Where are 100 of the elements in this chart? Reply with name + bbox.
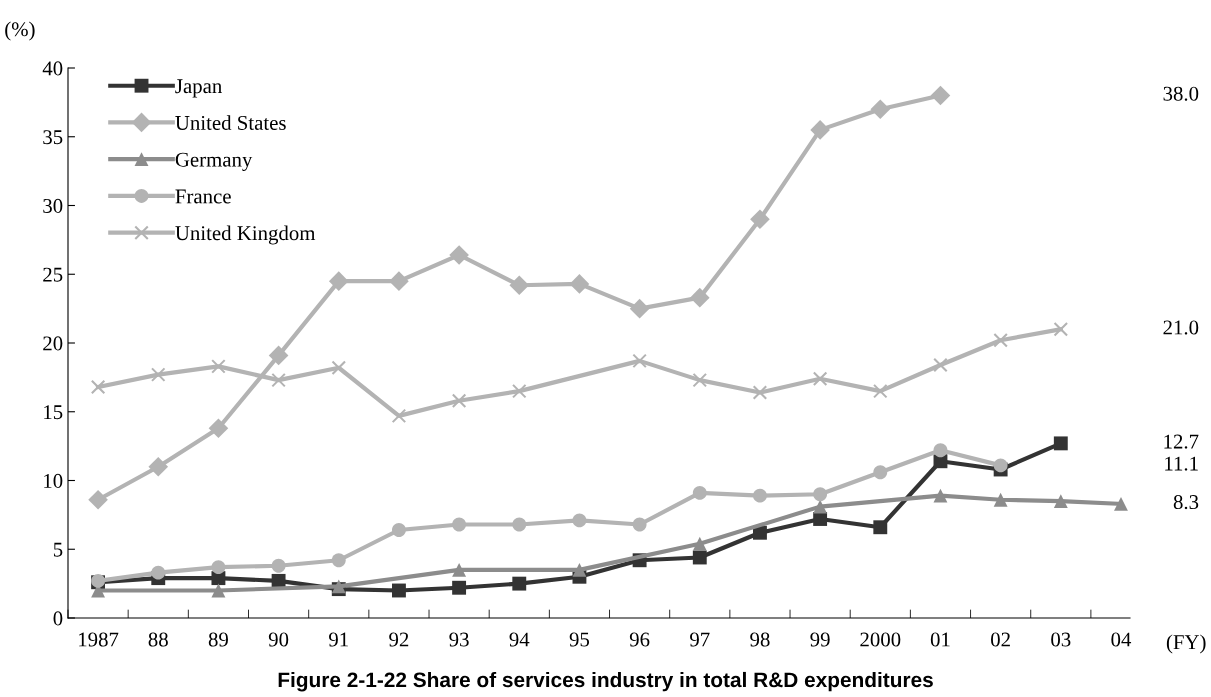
point xyxy=(812,371,828,387)
y-tick-label: 25 xyxy=(43,267,63,282)
y-tick-label: 40 xyxy=(42,61,63,76)
point xyxy=(1114,496,1128,511)
y-tick-label: 30 xyxy=(43,198,63,213)
point xyxy=(692,536,707,551)
point xyxy=(933,488,948,503)
point xyxy=(1053,436,1068,451)
legend-label: United Kingdom xyxy=(175,225,316,245)
point xyxy=(452,517,467,532)
point xyxy=(689,287,710,308)
x-tick-label: 03 xyxy=(1051,632,1071,647)
point xyxy=(150,367,166,382)
legend-label: United States xyxy=(175,115,286,130)
y-tick-label: 20 xyxy=(43,336,63,351)
point xyxy=(1053,321,1069,337)
point xyxy=(211,560,226,575)
text: 12.7 xyxy=(1164,434,1199,449)
point xyxy=(511,383,527,399)
point xyxy=(268,345,289,366)
point xyxy=(391,408,407,424)
point xyxy=(750,209,770,230)
point xyxy=(211,359,226,374)
point xyxy=(271,372,286,388)
point xyxy=(873,520,888,535)
point xyxy=(930,85,951,106)
point xyxy=(873,383,888,399)
point xyxy=(512,517,527,532)
point xyxy=(753,488,767,503)
legend-label: Germany xyxy=(175,152,253,171)
point xyxy=(208,418,229,439)
x-tick-label: 89 xyxy=(208,632,228,647)
point xyxy=(692,372,708,388)
point xyxy=(148,456,169,477)
point xyxy=(451,393,467,409)
point xyxy=(389,271,409,291)
point xyxy=(933,443,948,458)
y-tick-label: 5 xyxy=(53,542,63,557)
point xyxy=(813,499,828,514)
point xyxy=(452,580,467,595)
x-tick-label: 1987 xyxy=(79,632,119,647)
x-tick-label: 97 xyxy=(690,632,710,647)
point xyxy=(993,458,1008,473)
point xyxy=(572,562,587,577)
point xyxy=(509,275,530,296)
x-tick-label: 95 xyxy=(569,632,590,647)
point xyxy=(873,465,888,480)
point xyxy=(870,99,891,120)
point xyxy=(391,523,406,537)
legend-label: Japan xyxy=(175,79,222,98)
point xyxy=(810,120,830,140)
text: Figure 2-1-22 Share of services industry in total R&D expenditures xyxy=(278,671,933,692)
y-tick-label: 10 xyxy=(44,473,63,488)
x-tick-label: 94 xyxy=(509,632,530,647)
point xyxy=(632,517,647,532)
text: 11.1 xyxy=(1165,456,1198,471)
text: 21.0 xyxy=(1163,320,1199,335)
point xyxy=(331,360,347,376)
point xyxy=(328,271,349,291)
point xyxy=(452,562,467,577)
text: 38.0 xyxy=(1163,86,1199,101)
x-tick-label: 99 xyxy=(810,632,830,647)
point xyxy=(692,550,707,565)
point xyxy=(449,245,469,265)
legend-label: France xyxy=(175,189,231,204)
x-tick-label: 92 xyxy=(389,632,409,647)
y-tick-label: 35 xyxy=(43,130,63,145)
point xyxy=(211,583,226,598)
x-tick-label: 02 xyxy=(991,632,1010,647)
x-tick-label: 93 xyxy=(449,632,469,647)
point xyxy=(572,513,587,528)
point xyxy=(90,379,106,395)
x-tick-label: 88 xyxy=(148,632,168,647)
y-tick-label: 0 xyxy=(53,611,63,626)
point xyxy=(569,274,590,294)
point xyxy=(88,489,108,510)
x-tick-label: 01 xyxy=(930,632,950,647)
point xyxy=(752,385,768,400)
x-tick-label: 98 xyxy=(750,632,770,647)
x-tick-label: 91 xyxy=(329,632,348,647)
point xyxy=(692,485,707,500)
point xyxy=(933,357,948,373)
x-tick-label: 90 xyxy=(268,632,289,647)
point xyxy=(1053,494,1068,509)
x-tick-label: 2000 xyxy=(860,632,901,647)
x-axis-title: (FY) xyxy=(1166,634,1206,654)
text: 8.3 xyxy=(1173,495,1199,510)
point xyxy=(271,558,286,573)
point xyxy=(331,553,346,568)
point xyxy=(753,525,767,540)
point xyxy=(993,332,1008,348)
point xyxy=(813,487,828,502)
point xyxy=(993,492,1008,507)
y-axis-title: (%) xyxy=(5,21,35,41)
point xyxy=(629,298,650,319)
point xyxy=(632,353,647,369)
point xyxy=(151,565,166,580)
x-tick-label: 04 xyxy=(1111,632,1132,647)
y-tick-label: 15 xyxy=(44,405,63,420)
x-tick-label: 96 xyxy=(629,632,650,647)
